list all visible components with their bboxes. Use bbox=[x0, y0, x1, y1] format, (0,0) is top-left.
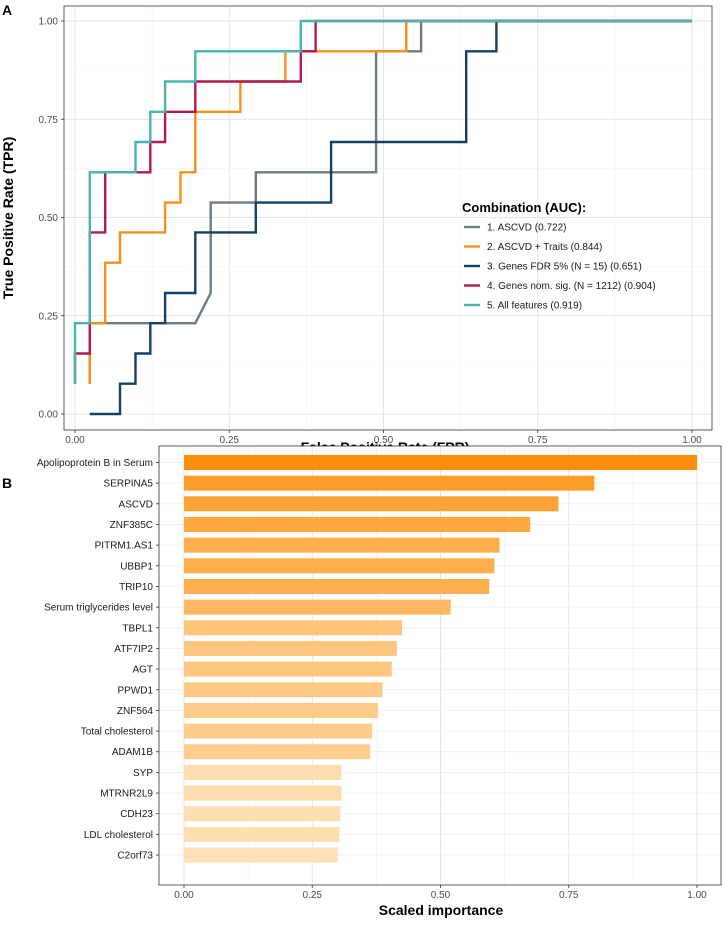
importance-bar bbox=[184, 702, 378, 718]
importance-x-tick-label: 0.50 bbox=[431, 890, 451, 901]
importance-category-label: CDH23 bbox=[120, 809, 153, 820]
importance-category-label: PPWD1 bbox=[117, 685, 153, 696]
importance-x-tick-label: 0.00 bbox=[174, 890, 194, 901]
importance-category-label: SYP bbox=[133, 768, 153, 779]
panel-label-b: B bbox=[2, 475, 12, 491]
roc-plot-area bbox=[63, 5, 713, 431]
importance-x-tick-label: 0.75 bbox=[559, 890, 579, 901]
importance-bar bbox=[184, 578, 490, 594]
importance-x-tick-label: 1.00 bbox=[687, 890, 707, 901]
legend-label-5: 5. All features (0.919) bbox=[487, 301, 582, 312]
roc-x-ticks: 0.00 0.25 0.50 0.75 1.00 bbox=[65, 430, 702, 446]
roc-y-tick-label: 0.50 bbox=[39, 213, 59, 224]
importance-bar bbox=[184, 599, 451, 615]
importance-bar bbox=[184, 455, 697, 470]
importance-category-label: TBPL1 bbox=[122, 623, 153, 634]
roc-x-tick-label: 0.00 bbox=[65, 435, 85, 446]
importance-category-label: Serum triglycerides level bbox=[44, 603, 153, 614]
importance-bar bbox=[184, 744, 371, 760]
importance-bar bbox=[184, 764, 342, 780]
legend-label-1: 1. ASCVD (0.722) bbox=[487, 223, 566, 234]
importance-bar bbox=[184, 620, 403, 636]
roc-x-tick-label: 1.00 bbox=[682, 435, 702, 446]
roc-x-tick-label: 0.25 bbox=[220, 435, 240, 446]
importance-x-tick-label: 0.25 bbox=[303, 890, 323, 901]
importance-bar bbox=[184, 496, 559, 512]
importance-category-label: MTRNR2L9 bbox=[100, 789, 153, 800]
legend-label-4: 4. Genes nom. sig. (N = 1212) (0.904) bbox=[487, 281, 656, 292]
importance-category-label: Total cholesterol bbox=[81, 727, 153, 738]
importance-bar bbox=[184, 806, 341, 822]
importance-category-label: AGT bbox=[132, 665, 153, 676]
importance-category-label: ASCVD bbox=[119, 499, 153, 510]
roc-x-tick-label: 0.75 bbox=[528, 435, 548, 446]
importance-bar bbox=[184, 516, 531, 532]
roc-y-ticks: 0.00 0.25 0.50 0.75 1.00 bbox=[39, 17, 64, 421]
importance-bar bbox=[184, 847, 338, 863]
importance-bar bbox=[184, 785, 342, 801]
importance-category-label: ZNF385C bbox=[110, 520, 153, 531]
importance-category-label: ADAM1B bbox=[112, 747, 153, 758]
importance-bar bbox=[184, 475, 595, 491]
importance-x-ticks: 0.00 0.25 0.50 0.75 1.00 bbox=[174, 885, 707, 901]
importance-category-labels: Apolipoprotein B in Serum SERPINA5 ASCVD ZN… bbox=[37, 458, 159, 862]
importance-bars bbox=[184, 455, 697, 863]
roc-y-tick-label: 1.00 bbox=[39, 17, 59, 28]
importance-bar bbox=[184, 661, 392, 677]
roc-y-axis-title: True Positive Rate (TPR) bbox=[0, 137, 16, 300]
importance-bar bbox=[184, 558, 495, 574]
importance-bar bbox=[184, 640, 397, 656]
importance-category-label: SERPINA5 bbox=[104, 479, 154, 490]
importance-category-label: TRIP10 bbox=[119, 582, 153, 593]
roc-curve-5 bbox=[73, 19, 692, 384]
roc-curve-1 bbox=[88, 19, 692, 384]
roc-y-tick-label: 0.75 bbox=[39, 115, 59, 126]
roc-curves bbox=[73, 19, 692, 416]
roc-y-tick-label: 0.25 bbox=[39, 311, 59, 322]
importance-bar bbox=[184, 723, 373, 739]
panel-label-a: A bbox=[2, 2, 12, 18]
roc-legend: Combination (AUC): 1. ASCVD (0.722) 2. AS… bbox=[462, 200, 656, 312]
importance-x-axis-title: Scaled importance bbox=[379, 902, 504, 918]
legend-label-3: 3. Genes FDR 5% (N = 15) (0.651) bbox=[487, 262, 642, 273]
importance-category-label: UBBP1 bbox=[120, 561, 153, 572]
importance-bar bbox=[184, 826, 340, 842]
importance-category-label: PITRM1.AS1 bbox=[95, 541, 154, 552]
roc-grid bbox=[65, 7, 711, 429]
importance-category-label: LDL cholesterol bbox=[84, 830, 153, 841]
legend-label-2: 2. ASCVD + Traits (0.844) bbox=[487, 242, 602, 253]
roc-curve-3 bbox=[89, 19, 692, 416]
importance-bar bbox=[184, 682, 383, 698]
roc-x-tick-label: 0.50 bbox=[374, 435, 394, 446]
importance-category-label: Apolipoprotein B in Serum bbox=[37, 458, 153, 469]
importance-category-label: ATF7IP2 bbox=[114, 644, 153, 655]
roc-y-tick-label: 0.00 bbox=[39, 410, 59, 421]
importance-bar bbox=[184, 537, 500, 553]
legend-title: Combination (AUC): bbox=[462, 200, 586, 215]
importance-category-label: C2orf73 bbox=[117, 851, 153, 862]
importance-category-label: ZNF564 bbox=[117, 706, 154, 717]
